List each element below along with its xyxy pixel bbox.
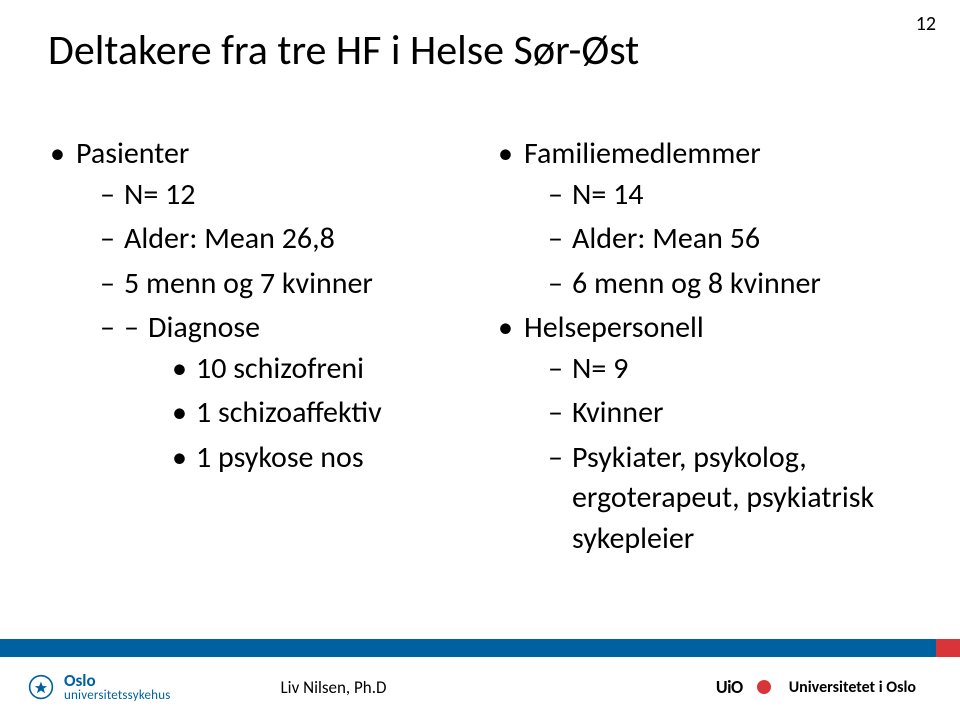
ous-line1: Oslo <box>64 672 171 689</box>
uio-logo: UiO Universitetet i Oslo <box>716 676 916 698</box>
footer-stripes <box>0 639 960 657</box>
left-column: Pasienter N= 12 Alder: Mean 26,8 5 menn … <box>48 134 464 563</box>
ous-text: Oslo universitetssykehus <box>64 672 171 702</box>
list-item: Diagnose 10 schizofreni 1 schizoaffektiv… <box>100 308 464 478</box>
list-item: Alder: Mean 56 <box>548 219 912 260</box>
group-label: Familiemedlemmer <box>524 135 761 172</box>
list-item: 6 menn og 8 kvinner <box>548 264 912 305</box>
list-item: Psykiater, psykolog, ergoterapeut, psyki… <box>548 438 912 560</box>
list-item: N= 12 <box>100 175 464 216</box>
group-label: Pasienter <box>76 135 189 172</box>
stripe-blue <box>0 639 960 657</box>
uio-prefix: UiO <box>716 676 743 698</box>
uio-label: Universitetet i Oslo <box>789 678 916 697</box>
bullet-helsepersonell: Helsepersonell N= 9 Kvinner Psykiater, p… <box>496 308 912 559</box>
list-item: N= 9 <box>548 349 912 390</box>
slide-title: Deltakere fra tre HF i Helse Sør-Øst <box>48 28 912 74</box>
bullet-familie: Familiemedlemmer N= 14 Alder: Mean 56 6 … <box>496 134 912 304</box>
list-item: 1 schizoaffektiv <box>172 393 464 434</box>
diagnose-label: Diagnose <box>148 309 260 346</box>
slide: 12 Deltakere fra tre HF i Helse Sør-Øst … <box>0 0 960 717</box>
list-item: N= 14 <box>548 175 912 216</box>
group-label: Helsepersonell <box>524 309 704 346</box>
list-item: Kvinner <box>548 393 912 434</box>
uio-dot-icon <box>757 680 771 694</box>
right-column: Familiemedlemmer N= 14 Alder: Mean 56 6 … <box>496 134 912 563</box>
ous-emblem-icon <box>28 674 54 700</box>
page-number: 12 <box>916 12 936 36</box>
list-item: 5 menn og 7 kvinner <box>100 264 464 305</box>
ous-logo: Oslo universitetssykehus <box>28 672 171 702</box>
content-columns: Pasienter N= 12 Alder: Mean 26,8 5 menn … <box>48 134 912 563</box>
footer-row: Oslo universitetssykehus Liv Nilsen, Ph.… <box>0 657 960 717</box>
footer-author: Liv Nilsen, Ph.D <box>171 677 716 698</box>
list-item: Alder: Mean 26,8 <box>100 219 464 260</box>
list-item: 1 psykose nos <box>172 438 464 479</box>
bullet-pasienter: Pasienter N= 12 Alder: Mean 26,8 5 menn … <box>48 134 464 478</box>
slide-footer: Oslo universitetssykehus Liv Nilsen, Ph.… <box>0 639 960 717</box>
ous-line2: universitetssykehus <box>64 689 171 702</box>
list-item: 10 schizofreni <box>172 349 464 390</box>
sub-group-label: Diagnose 10 schizofreni 1 schizoaffektiv… <box>124 308 464 478</box>
